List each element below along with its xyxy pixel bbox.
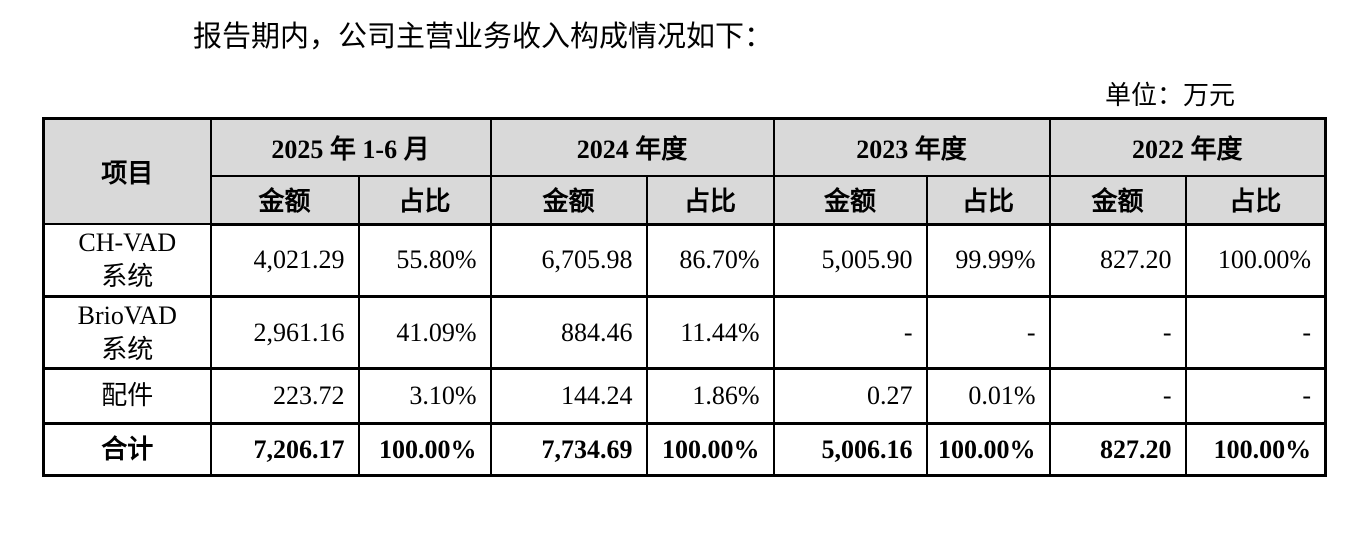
- row-label-briovad: BrioVAD 系统: [42, 295, 212, 371]
- cell-briovad-2023-amount: -: [772, 295, 928, 371]
- cell-total-2022-ratio: 100.00%: [1184, 422, 1327, 478]
- header-row-periods: 项目 2025 年 1-6 月 2024 年度 2023 年度 2022 年度: [42, 117, 1327, 226]
- cell-total-2024-ratio: 100.00%: [645, 422, 775, 478]
- cell-total-2025h1-ratio: 100.00%: [357, 422, 492, 478]
- subheader-2024-amount: 金额: [489, 175, 648, 226]
- row-label-chvad: CH-VAD 系统: [42, 223, 212, 298]
- cell-parts-2025h1-ratio: 3.10%: [357, 367, 492, 426]
- document-page: 报告期内，公司主营业务收入构成情况如下： 单位：万元 项目 2025 年 1-6…: [0, 20, 1362, 478]
- period-header-2023: 2023 年度: [772, 117, 1051, 178]
- subheader-2022-ratio: 占比: [1184, 175, 1327, 226]
- unit-label: 单位：万元: [1104, 80, 1235, 110]
- subheader-2022-amount: 金额: [1048, 175, 1187, 226]
- period-header-2024: 2024 年度: [489, 117, 775, 178]
- cell-total-2023-ratio: 100.00%: [925, 422, 1051, 478]
- row-label-parts: 配件: [42, 367, 212, 426]
- cell-chvad-2022-ratio: 100.00%: [1184, 223, 1327, 298]
- cell-briovad-2025h1-amount: 2,961.16: [209, 295, 360, 371]
- cell-parts-2024-ratio: 1.86%: [645, 367, 775, 426]
- cell-total-2023-amount: 5,006.16: [772, 422, 928, 478]
- cell-chvad-2025h1-ratio: 55.80%: [357, 223, 492, 298]
- cell-chvad-2022-amount: 827.20: [1048, 223, 1187, 298]
- table-row-chvad: CH-VAD 系统 4,021.29 55.80% 6,705.98 86.70…: [42, 223, 1327, 298]
- table-row-briovad: BrioVAD 系统 2,961.16 41.09% 884.46 11.44%…: [42, 295, 1327, 371]
- cell-chvad-2024-ratio: 86.70%: [645, 223, 775, 298]
- table-row-parts: 配件 223.72 3.10% 144.24 1.86% 0.27 0.01% …: [42, 367, 1327, 426]
- cell-briovad-2025h1-ratio: 41.09%: [357, 295, 492, 371]
- cell-chvad-2024-amount: 6,705.98: [489, 223, 648, 298]
- header-row-metrics: 金额 占比 金额 占比 金额 占比 金额 占比: [44, 175, 1327, 226]
- cell-parts-2024-amount: 144.24: [489, 367, 648, 426]
- cell-chvad-2023-amount: 5,005.90: [772, 223, 928, 298]
- period-header-2022: 2022 年度: [1048, 117, 1327, 178]
- intro-text: 报告期内，公司主营业务收入构成情况如下：: [193, 21, 774, 53]
- col-header-item: 项目: [42, 117, 212, 226]
- revenue-composition-table: 项目 2025 年 1-6 月 2024 年度 2023 年度 2022 年度 …: [42, 116, 1328, 478]
- cell-parts-2022-amount: -: [1048, 367, 1187, 426]
- cell-briovad-2024-amount: 884.46: [489, 295, 648, 371]
- cell-briovad-2024-ratio: 11.44%: [645, 295, 775, 371]
- cell-total-2022-amount: 827.20: [1048, 422, 1187, 478]
- cell-parts-2023-amount: 0.27: [772, 367, 928, 426]
- cell-total-2024-amount: 7,734.69: [489, 422, 648, 478]
- cell-briovad-2022-ratio: -: [1184, 295, 1327, 371]
- subheader-2025h1-amount: 金额: [209, 175, 360, 226]
- cell-parts-2022-ratio: -: [1184, 367, 1327, 426]
- cell-chvad-2023-ratio: 99.99%: [925, 223, 1051, 298]
- cell-parts-2025h1-amount: 223.72: [209, 367, 360, 426]
- row-label-total: 合计: [42, 422, 212, 478]
- cell-chvad-2025h1-amount: 4,021.29: [209, 223, 360, 298]
- cell-briovad-2023-ratio: -: [925, 295, 1051, 371]
- cell-total-2025h1-amount: 7,206.17: [209, 422, 360, 478]
- cell-parts-2023-ratio: 0.01%: [925, 367, 1051, 426]
- table-row-total: 合计 7,206.17 100.00% 7,734.69 100.00% 5,0…: [42, 422, 1327, 478]
- subheader-2024-ratio: 占比: [645, 175, 775, 226]
- subheader-2023-ratio: 占比: [925, 175, 1051, 226]
- period-header-2025h1: 2025 年 1-6 月: [209, 117, 492, 178]
- subheader-2025h1-ratio: 占比: [357, 175, 492, 226]
- cell-briovad-2022-amount: -: [1048, 295, 1187, 371]
- subheader-2023-amount: 金额: [772, 175, 928, 226]
